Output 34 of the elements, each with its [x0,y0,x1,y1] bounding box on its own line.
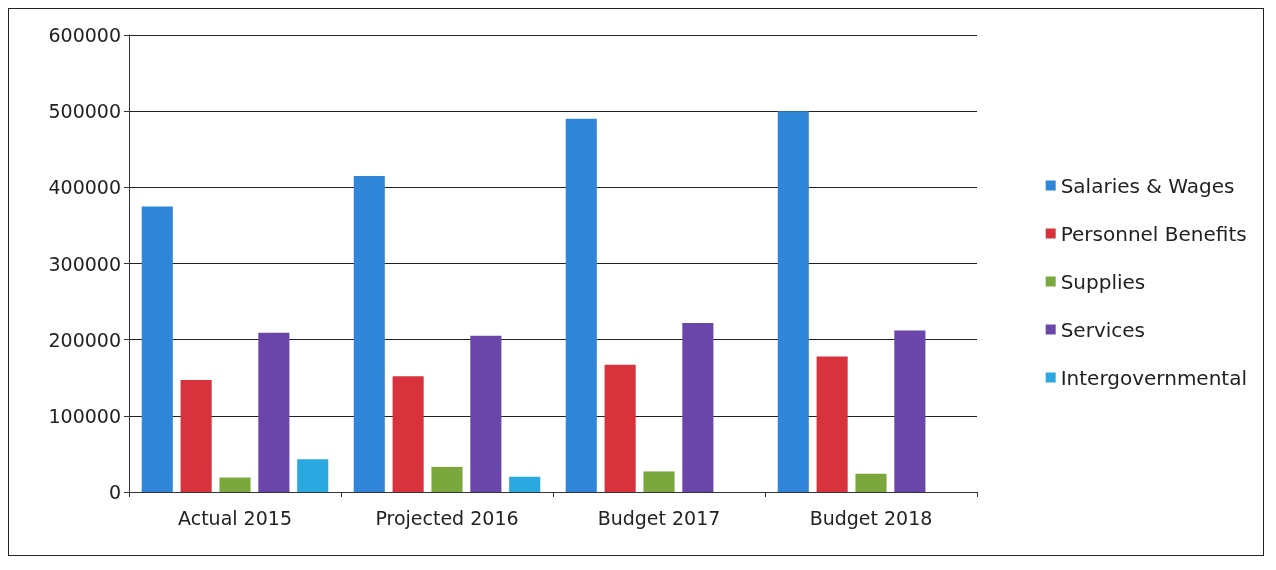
bar [219,477,251,492]
bar [777,111,809,492]
x-tick-label: Actual 2015 [178,506,292,529]
bar [431,466,463,492]
bar [604,364,636,492]
legend-label: Personnel Benefits [1060,221,1247,246]
y-tick-label: 300000 [48,252,121,275]
legend-label: Supplies [1060,269,1146,294]
y-tick-label: 500000 [48,100,121,123]
bar [682,322,714,492]
bar [297,459,329,492]
x-tick-label: Projected 2016 [375,506,519,529]
x-tick-label: Budget 2018 [809,506,933,529]
bar [258,332,290,492]
legend-label: Intergovernmental [1060,365,1247,390]
legend-label: Salaries & Wages [1060,173,1235,198]
bar [894,330,926,492]
x-tick-label: Budget 2017 [597,506,721,529]
bar [816,356,848,492]
bar [509,476,541,492]
bar [855,473,887,492]
bar [565,118,597,492]
y-tick-label: 200000 [48,328,121,351]
y-tick-label: 400000 [48,176,121,199]
bar [392,376,424,492]
y-tick-label: 600000 [48,24,121,46]
legend-label: Services [1060,317,1146,342]
bar [643,471,675,492]
y-tick-label: 100000 [48,404,121,427]
bar [353,175,385,492]
bar [180,380,212,492]
bar [141,206,173,492]
bar [470,335,502,492]
y-tick-label: 0 [108,481,121,503]
